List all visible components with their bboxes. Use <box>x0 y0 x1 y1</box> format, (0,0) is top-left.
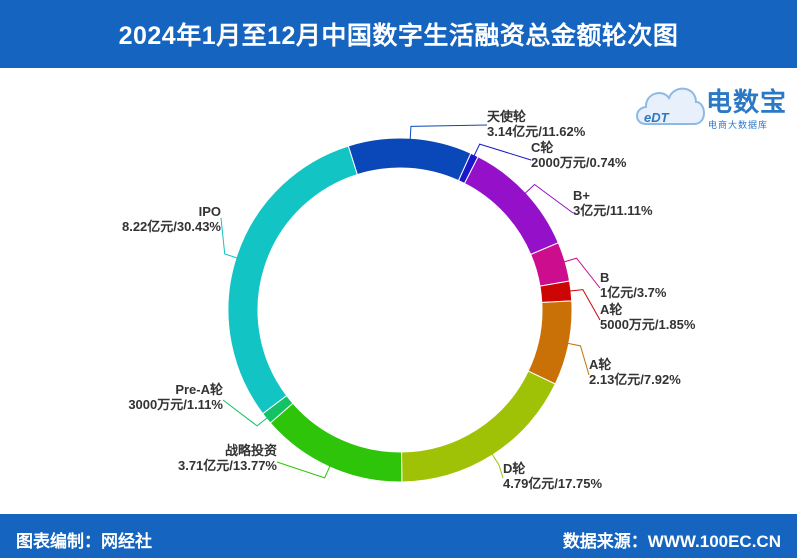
logo-subtitle: 电商大数据库 <box>708 120 769 130</box>
donut-slice <box>527 300 573 385</box>
slice-value-label: 3000万元/1.11% <box>128 397 223 412</box>
leader-line <box>276 461 331 479</box>
leader-line <box>473 143 532 161</box>
slice-value-label: 5000万元/1.85% <box>600 317 696 332</box>
header-bar: 2024年1月至12月中国数字生活融资总金额轮次图 <box>0 0 797 68</box>
slice-value-label: 3.71亿元/13.77% <box>178 458 277 473</box>
slice-name-label: A轮 <box>600 302 622 317</box>
donut-slice <box>227 145 358 415</box>
slice-name-label: Pre-A轮 <box>175 382 223 397</box>
slice-name-label: B <box>600 270 609 285</box>
leader-line <box>220 217 239 259</box>
slice-name-label: D轮 <box>503 461 525 476</box>
slice-value-label: 2.13亿元/7.92% <box>589 372 681 387</box>
donut-slice <box>347 137 472 182</box>
leader-line <box>222 399 269 427</box>
donut-slice <box>463 156 559 256</box>
donut-slice <box>401 370 556 483</box>
slice-value-label: 8.22亿元/30.43% <box>122 219 221 234</box>
slice-name-label: 天使轮 <box>487 109 526 124</box>
slice-value-label: 2000万元/0.74% <box>531 155 627 170</box>
slice-value-label: 1亿元/3.7% <box>600 285 667 300</box>
logo-mark: eDT <box>644 110 670 125</box>
footer-source: 数据来源：WWW.100EC.CN <box>562 532 781 551</box>
leader-line <box>568 289 601 321</box>
leader-line <box>562 257 601 289</box>
leader-line <box>491 453 504 479</box>
leader-line <box>523 183 574 214</box>
donut-slice <box>269 402 403 483</box>
slice-name-label: B+ <box>573 188 590 203</box>
logo-name: 电数宝 <box>706 87 788 117</box>
chart-area: 天使轮 3.14亿元/11.62% C轮 2000万元/0.74% B+ 3亿元/11.1… <box>0 68 797 514</box>
slice-value-label: 4.79亿元/17.75% <box>503 476 602 491</box>
slice-name-label: 战略投资 <box>225 443 277 458</box>
slice-name-label: A轮 <box>589 357 611 372</box>
chart-title: 2024年1月至12月中国数字生活融资总金额轮次图 <box>118 22 679 50</box>
cloud-logo-icon: eDT <box>636 87 705 125</box>
slice-value-label: 3亿元/11.11% <box>573 203 653 218</box>
slice-value-label: 3.14亿元/11.62% <box>487 124 586 139</box>
footer-credit: 图表编制：网经社 <box>16 532 152 551</box>
leader-line <box>409 124 488 141</box>
footer-bar: 图表编制：网经社 数据来源：WWW.100EC.CN <box>0 514 797 558</box>
slice-name-label: IPO <box>199 204 221 219</box>
leader-line <box>566 342 590 376</box>
logo: eDT 电数宝 电商大数据库 <box>632 74 792 136</box>
slice-name-label: C轮 <box>531 140 553 155</box>
